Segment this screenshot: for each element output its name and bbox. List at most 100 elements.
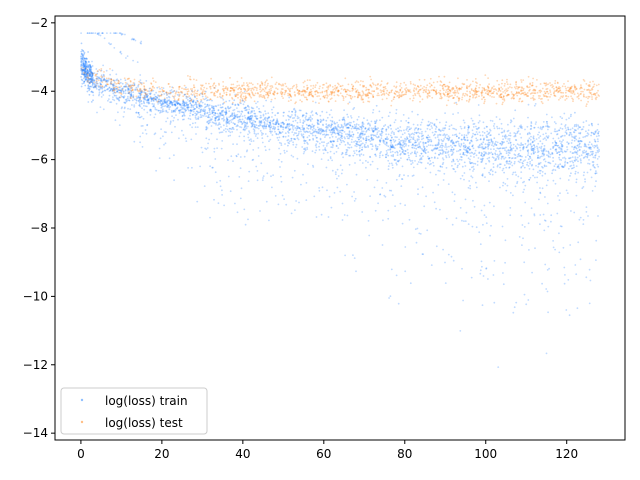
train-point — [221, 131, 224, 134]
train-point — [528, 137, 531, 140]
train-point — [311, 129, 314, 131]
train-point — [404, 204, 406, 207]
test-point — [529, 93, 532, 95]
test-point — [472, 96, 474, 99]
train-point — [287, 118, 290, 121]
train-point — [490, 168, 493, 171]
test-point — [270, 76, 273, 79]
train-point — [239, 156, 242, 158]
train-point — [395, 128, 397, 131]
train-point — [362, 137, 365, 140]
train-point — [104, 89, 106, 92]
train-point — [457, 160, 459, 163]
test-point — [103, 71, 105, 73]
train-point — [227, 135, 230, 137]
train-point — [387, 145, 390, 148]
train-point — [533, 139, 536, 142]
test-point — [423, 85, 425, 88]
train-point — [291, 114, 293, 116]
train-point — [435, 173, 437, 176]
test-point — [198, 102, 201, 105]
train-point — [497, 147, 500, 150]
train-point — [505, 150, 508, 153]
test-point — [457, 100, 460, 102]
test-point — [506, 78, 508, 81]
train-point — [344, 254, 346, 257]
train-point — [375, 155, 377, 157]
train-point — [231, 113, 234, 116]
train-point — [452, 259, 455, 262]
train-point — [495, 150, 497, 152]
train-point — [216, 138, 218, 141]
train-point — [120, 94, 123, 97]
train-point — [397, 160, 400, 162]
train-point — [462, 142, 465, 145]
train-point — [206, 112, 209, 115]
train-point — [375, 147, 378, 150]
test-point — [331, 86, 334, 88]
train-point — [102, 94, 105, 96]
train-point — [460, 142, 463, 145]
train-point — [532, 140, 534, 143]
train-point — [469, 155, 472, 158]
train-point — [336, 177, 338, 180]
test-point — [470, 89, 473, 91]
test-point — [292, 85, 294, 88]
train-point — [414, 228, 417, 231]
train-point — [262, 127, 265, 130]
train-point — [174, 104, 177, 106]
train-point — [249, 117, 252, 120]
train-point — [185, 97, 188, 99]
train-point — [441, 152, 444, 155]
train-point — [504, 134, 507, 137]
train-point — [127, 86, 129, 88]
train-point — [92, 86, 95, 89]
train-point — [325, 130, 328, 133]
train-point — [465, 145, 467, 148]
train-point — [378, 139, 381, 142]
test-point — [350, 83, 353, 86]
test-point — [293, 91, 296, 94]
train-point — [112, 96, 114, 98]
train-point — [161, 103, 164, 106]
test-point — [189, 78, 192, 81]
train-point — [341, 219, 344, 221]
train-point — [537, 171, 539, 174]
train-point — [263, 124, 266, 127]
test-point — [403, 81, 406, 84]
test-point — [379, 89, 382, 91]
train-point — [209, 121, 211, 124]
test-point — [563, 83, 565, 85]
train-point — [86, 32, 89, 34]
train-point — [442, 151, 444, 154]
test-point — [528, 86, 531, 88]
train-point — [391, 146, 394, 149]
train-point — [577, 146, 580, 149]
train-point — [378, 130, 380, 132]
train-point — [438, 121, 441, 124]
train-point — [564, 164, 566, 166]
test-point — [469, 95, 471, 98]
train-point — [475, 154, 478, 157]
train-point — [303, 148, 306, 151]
test-point — [569, 90, 571, 93]
train-point — [411, 146, 413, 149]
train-point — [246, 123, 248, 125]
train-point — [488, 160, 491, 163]
train-point — [433, 133, 436, 136]
train-point — [498, 127, 501, 130]
train-point — [147, 102, 150, 105]
test-point — [204, 95, 207, 97]
train-point — [217, 202, 220, 205]
test-point — [120, 93, 123, 95]
test-point — [543, 90, 546, 93]
train-point — [365, 139, 368, 142]
train-point — [435, 126, 438, 129]
train-point — [293, 169, 296, 172]
train-point — [208, 99, 211, 101]
train-point — [138, 103, 141, 105]
train-point — [318, 127, 321, 130]
train-point — [533, 104, 536, 107]
train-point — [411, 175, 414, 177]
train-point — [463, 137, 466, 139]
